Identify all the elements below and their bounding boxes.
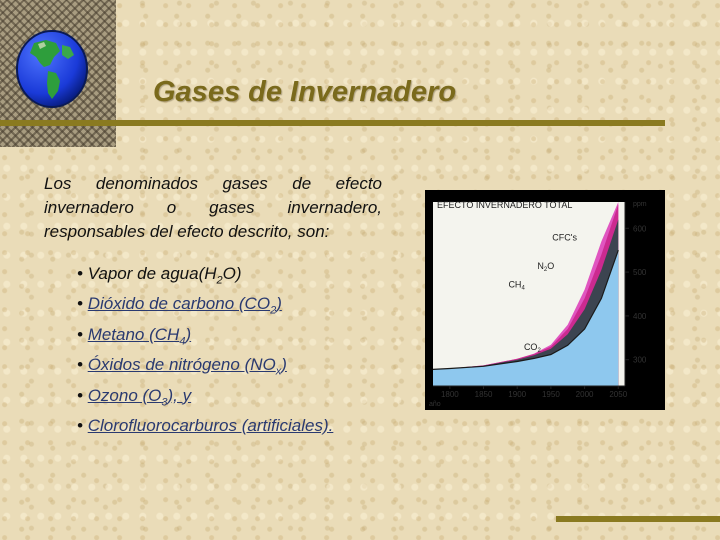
bullet-icon: • [77, 355, 88, 375]
greenhouse-chart: 300 400 500 600 ppm 1800 1850 1900 1950 2000 2050 a… [429, 200, 647, 408]
chart-title: EFECTO INVERNADERO TOTAL [437, 200, 572, 210]
gas-name[interactable]: Clorofluorocarburos (artificiales). [87, 415, 334, 435]
bottom-divider [556, 516, 720, 522]
title-divider [0, 120, 665, 126]
gas-list: • Vapor de agua(H2O) • Dióxido de carbono… [77, 262, 333, 437]
series-area-co2 [433, 250, 619, 386]
gas-name[interactable]: Metano (CH4) [87, 324, 192, 348]
x-tick-label: 1900 [508, 390, 526, 399]
series-label: CFC's [552, 233, 577, 243]
slide-title: Gases de Invernadero [153, 76, 457, 108]
x-tick-label: 1850 [475, 390, 493, 399]
gas-subscript: 4 [179, 335, 186, 348]
y-axis-unit: ppm [633, 201, 647, 208]
gas-subscript: 2 [270, 304, 277, 317]
y-tick-label: 400 [633, 312, 647, 321]
gas-list-item[interactable]: • Óxidos de nitrógeno (NOx) [77, 353, 333, 383]
series-line-co2 [432, 250, 619, 370]
gas-list-item[interactable]: • Metano (CH4) [77, 323, 333, 353]
bullet-icon: • [77, 294, 88, 314]
globe-icon [16, 30, 88, 108]
x-tick-label: 1950 [542, 390, 560, 399]
gas-subscript: x [275, 365, 282, 378]
gas-name[interactable]: Dióxido de carbono (CO2) [87, 294, 282, 317]
x-tick-label: 2000 [576, 390, 594, 399]
gas-list-item[interactable]: • Dióxido de carbono (CO2) [77, 292, 333, 322]
intro-paragraph: Los denominados gases de efecto invernad… [44, 174, 382, 241]
gas-subscript: 3 [161, 395, 168, 408]
series-label: CO2 [524, 342, 542, 354]
gas-name[interactable]: Óxidos de nitrógeno (NOx) [87, 355, 287, 378]
series-label: CH4 [508, 279, 525, 291]
gas-list-item[interactable]: • Clorofluorocarburos (artificiales). [77, 414, 333, 437]
bullet-icon: • [77, 385, 88, 405]
gas-name: Vapor de agua(H2O) [87, 264, 242, 287]
y-tick-label: 500 [633, 268, 647, 277]
gas-list-item[interactable]: • Ozono (O3), y [77, 384, 333, 414]
x-tick-label: 1800 [441, 390, 459, 399]
chart-panel: 300 400 500 600 ppm 1800 1850 1900 1950 2000 2050 a… [425, 190, 665, 410]
gas-subscript: 2 [216, 274, 223, 287]
bullet-icon: • [77, 264, 88, 283]
gas-list-item: • Vapor de agua(H2O) [77, 262, 333, 292]
x-axis-unit: año [429, 401, 441, 408]
bullet-icon: • [77, 415, 88, 435]
bullet-icon: • [77, 324, 88, 344]
gas-name[interactable]: Ozono (O3), y [87, 385, 192, 408]
y-tick-label: 600 [633, 224, 647, 233]
series-label: N2O [537, 261, 554, 273]
x-tick-label: 2050 [609, 390, 627, 399]
y-tick-label: 300 [633, 356, 647, 365]
